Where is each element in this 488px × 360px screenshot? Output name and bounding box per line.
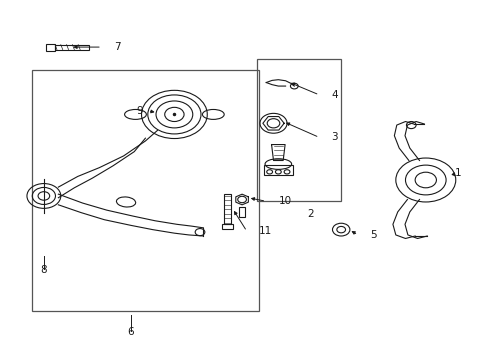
Text: 4: 4: [331, 90, 338, 100]
Text: 10: 10: [278, 196, 291, 206]
Text: 1: 1: [454, 168, 461, 178]
Bar: [222, 224, 232, 229]
Bar: [256, 59, 341, 201]
Text: 7: 7: [114, 42, 121, 52]
Bar: [55, 45, 89, 50]
Text: 2: 2: [307, 209, 313, 219]
Text: 8: 8: [41, 265, 47, 275]
Text: 9: 9: [136, 106, 142, 116]
Bar: [264, 165, 292, 175]
Text: 3: 3: [331, 132, 338, 143]
Bar: [32, 70, 259, 311]
Text: 6: 6: [127, 327, 134, 337]
Bar: [46, 44, 55, 51]
Text: 5: 5: [369, 230, 376, 240]
Bar: [224, 194, 230, 224]
Text: 11: 11: [259, 226, 272, 237]
Bar: [238, 207, 245, 217]
